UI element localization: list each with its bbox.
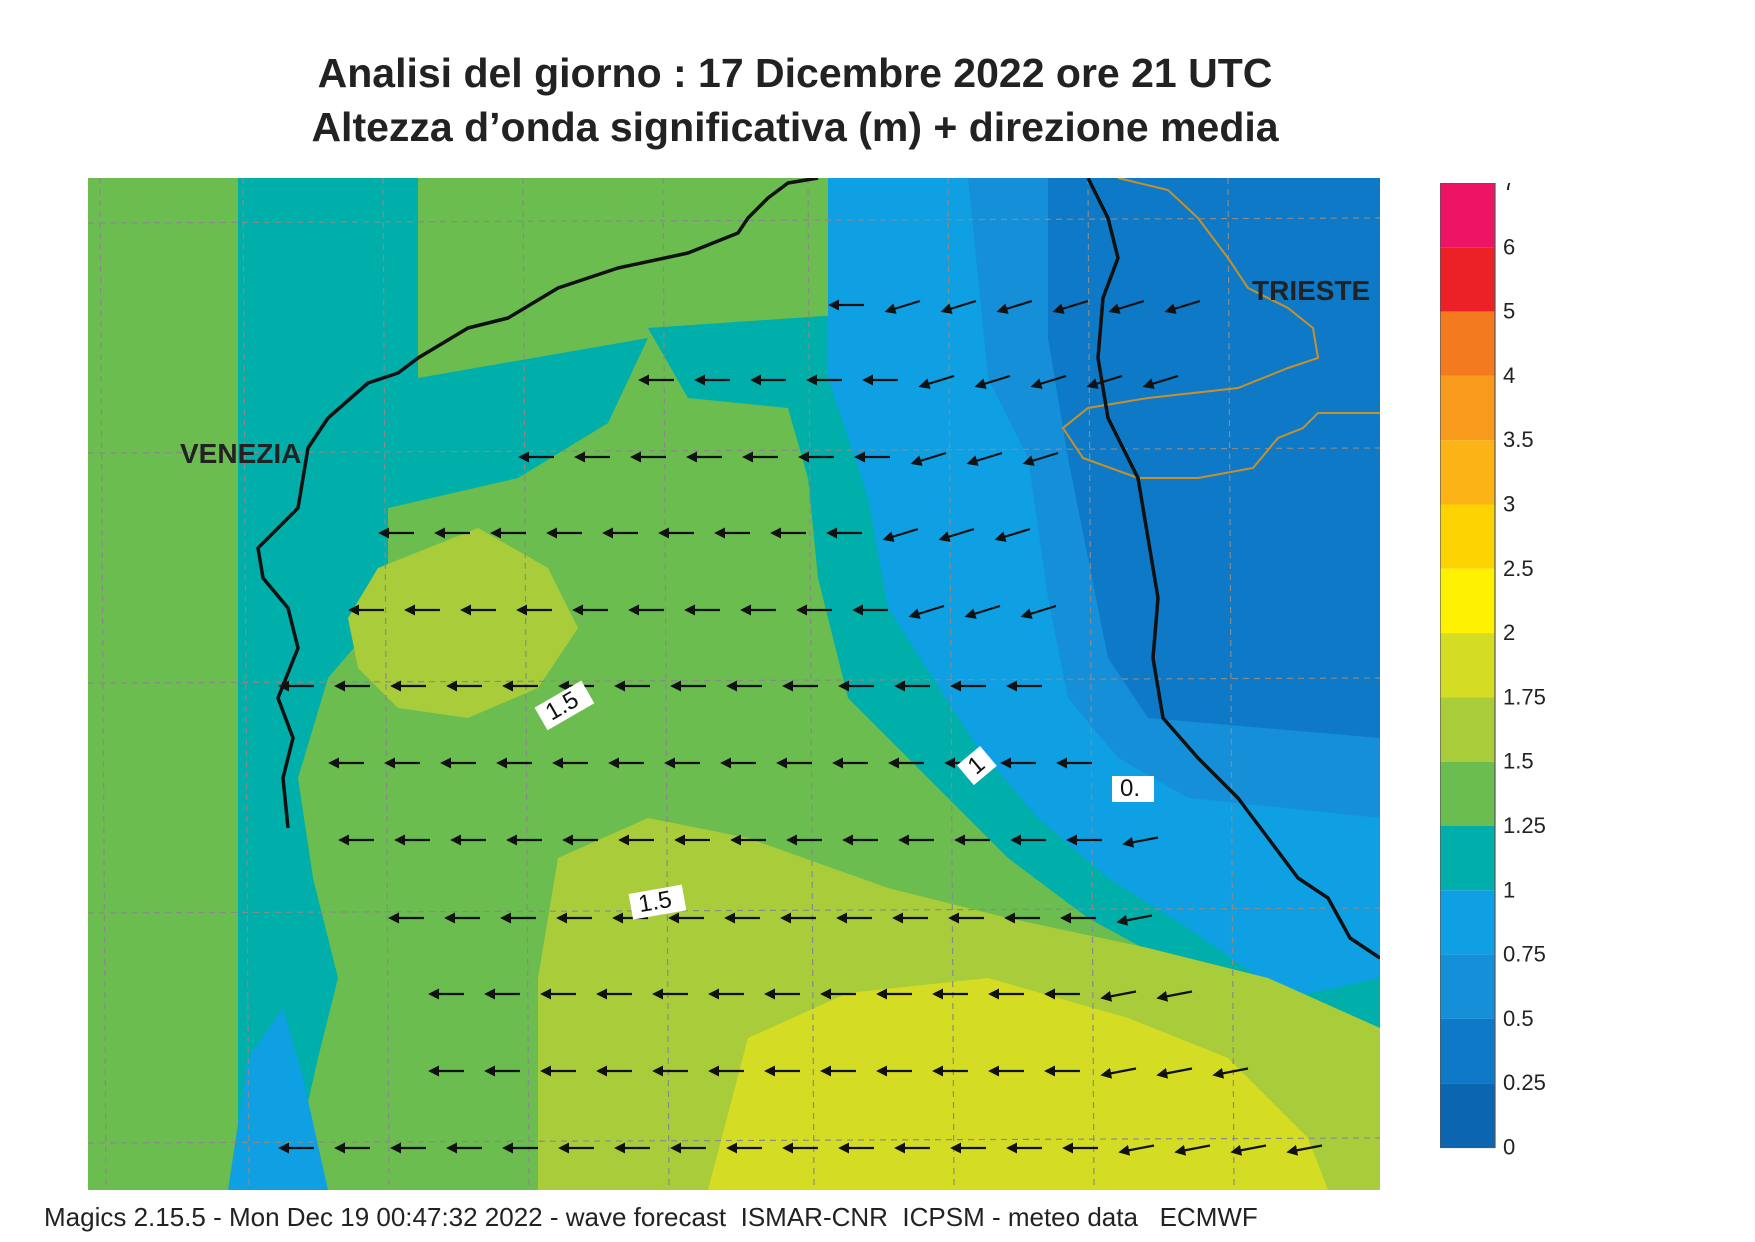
legend-swatch [1440, 247, 1495, 312]
wave-direction-arrow [994, 527, 1031, 542]
legend-label: 1.5 [1503, 749, 1534, 774]
wave-direction-arrow [908, 604, 945, 619]
meridian-8 [1227, 178, 1235, 1190]
legend-label: 0.5 [1503, 1006, 1534, 1031]
legend-label: 0.25 [1503, 1070, 1546, 1095]
wave-direction-arrow [910, 451, 947, 466]
wave-direction-arrow [1230, 1144, 1267, 1156]
wave-direction-arrow [1100, 990, 1137, 1002]
meridian-2 [382, 178, 390, 1190]
legend-label: 3 [1503, 492, 1515, 517]
wave-direction-arrow [1122, 836, 1159, 848]
wave-direction-arrow [996, 299, 1033, 314]
wave-direction-arrow [1108, 299, 1145, 314]
wave-direction-arrow [964, 604, 1001, 619]
wave-direction-arrow [1156, 1067, 1193, 1079]
legend-swatch [1440, 568, 1495, 634]
legend-label: 2 [1503, 620, 1515, 645]
wave-direction-arrow [1052, 299, 1089, 314]
wave-direction-arrow [1020, 604, 1057, 619]
contour-label: 0. [1112, 775, 1154, 802]
meridian-7 [1087, 178, 1095, 1190]
legend-swatch [1440, 954, 1495, 1019]
legend-label: 1.25 [1503, 813, 1546, 838]
wave-direction-arrow [918, 374, 955, 389]
wave-direction-arrow [1156, 990, 1193, 1002]
legend-label: 3.5 [1503, 427, 1534, 452]
wave-direction-arrow [882, 527, 919, 542]
wave-direction-arrow [974, 374, 1011, 389]
legend-swatch [1440, 697, 1495, 762]
wave-direction-arrow [1212, 1067, 1249, 1079]
wave-direction-arrow [884, 299, 921, 314]
legend-swatch [1440, 311, 1495, 376]
meridian-4 [662, 178, 670, 1190]
legend-swatch [1440, 440, 1495, 505]
meridian-0 [99, 178, 107, 1190]
city-label-trieste: TRIESTE [1252, 275, 1370, 306]
wave-direction-arrow [1022, 451, 1059, 466]
legend-label: 1.75 [1503, 684, 1546, 709]
zone-hs-1-5-1-75-north [348, 528, 578, 718]
legend-label: 2.5 [1503, 556, 1534, 581]
meridian-1 [242, 178, 250, 1190]
legend-label: 0.75 [1503, 942, 1546, 967]
legend-swatch [1440, 504, 1495, 569]
city-label-venezia: VENEZIA [180, 438, 301, 469]
map-title: Analisi del giorno : 17 Dicembre 2022 or… [317, 50, 1273, 96]
wave-direction-arrow [1142, 374, 1179, 389]
border-line [1061, 178, 1380, 479]
wave-direction-arrow [938, 527, 975, 542]
coastline [256, 178, 819, 829]
legend-swatch [1440, 633, 1495, 698]
zone-hs-0-75-1-sw [228, 1008, 328, 1190]
footer-credits: Magics 2.15.5 - Mon Dec 19 00:47:32 2022… [44, 1202, 1258, 1232]
meridian-5 [807, 178, 815, 1190]
svg-text:1.5: 1.5 [636, 886, 674, 918]
map-subtitle: Altezza d’onda significativa (m) + direz… [311, 104, 1279, 150]
legend-label: 4 [1503, 363, 1515, 388]
wave-direction-arrow [1164, 299, 1201, 314]
legend-swatch [1440, 1083, 1495, 1148]
legend-label: 1 [1503, 877, 1515, 902]
contour-label: 1 [957, 745, 997, 786]
legend-swatch [1440, 890, 1495, 955]
wave-direction-arrow [1100, 1067, 1137, 1079]
wave-direction-arrow [1118, 1144, 1155, 1156]
legend-label: 0 [1503, 1135, 1515, 1160]
legend-label: 5 [1503, 299, 1515, 324]
legend-label: 7 [1503, 183, 1515, 195]
legend-swatch [1440, 183, 1495, 248]
wave-direction-arrow [1030, 374, 1067, 389]
contour-label: 1.5 [628, 884, 687, 920]
wave-direction-arrow [966, 451, 1003, 466]
color-legend: 7 6 5 4 3.5 3 2.5 2 1.75 1.5 1.25 1 0.75 0.5 0.25 0 [1440, 183, 1546, 1160]
legend-swatch [1440, 1018, 1495, 1084]
svg-text:0.: 0. [1120, 775, 1140, 802]
zone-hs-1-75-2 [708, 978, 1328, 1190]
wave-direction-arrow [1174, 1144, 1211, 1156]
zone-hs-0-25-0-5 [1048, 178, 1380, 738]
meridian-3 [522, 178, 530, 1190]
coastline-east [1086, 178, 1380, 960]
legend-swatch [1440, 826, 1495, 891]
legend-label: 6 [1503, 234, 1515, 259]
wave-direction-arrow [940, 299, 977, 314]
wave-direction-arrow [1286, 1144, 1323, 1156]
wave-direction-arrow [1086, 374, 1123, 389]
legend-swatch [1440, 761, 1495, 826]
direction-arrows [278, 299, 1323, 1156]
legend-swatch [1440, 375, 1495, 441]
zone-hs-1-1-25-west [238, 178, 648, 1190]
wave-direction-arrow [1116, 914, 1153, 926]
